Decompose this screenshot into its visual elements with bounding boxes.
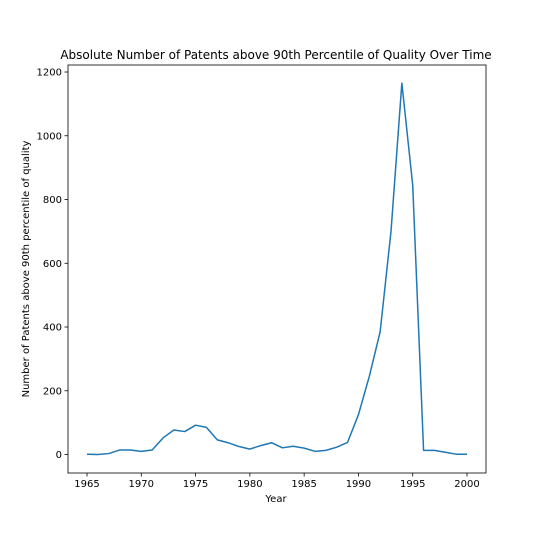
y-tick-label-1200: 1200 [37, 68, 62, 79]
y-tick-label-1000: 1000 [37, 131, 62, 142]
x-tick-label-1980: 1980 [237, 479, 262, 490]
y-tick-label-400: 400 [43, 323, 62, 334]
y-tick-label-800: 800 [43, 195, 62, 206]
y-tick-label-0: 0 [56, 450, 62, 461]
y-tick-label-600: 600 [43, 259, 62, 270]
x-tick-label-1985: 1985 [291, 479, 316, 490]
x-tick-label-1970: 1970 [129, 479, 154, 490]
chart-title: Absolute Number of Patents above 90th Pe… [60, 48, 491, 62]
x-tick-label-1995: 1995 [400, 479, 425, 490]
x-tick-label-2000: 2000 [454, 479, 479, 490]
x-axis-label: Year [264, 494, 287, 505]
x-tick-label-1975: 1975 [183, 479, 208, 490]
x-tick-label-1990: 1990 [346, 479, 371, 490]
y-axis-label: Number of Patents above 90th percentile … [21, 141, 32, 398]
y-tick-label-200: 200 [43, 386, 62, 397]
x-tick-label-1965: 1965 [74, 479, 99, 490]
